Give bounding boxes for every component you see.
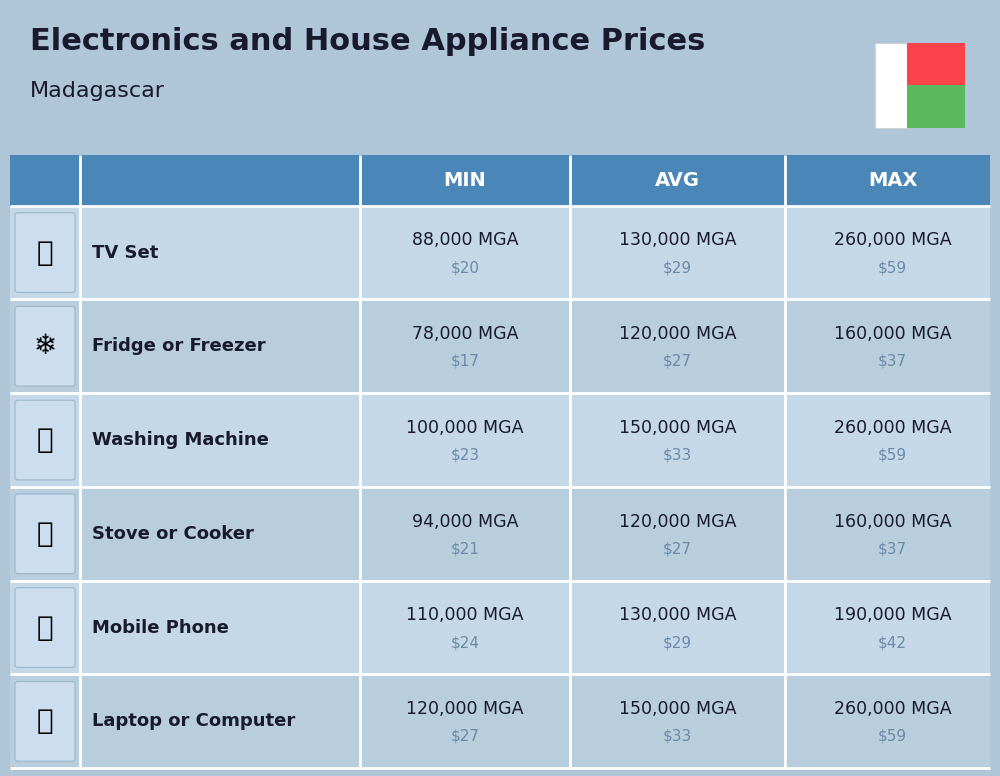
Text: 260,000 MGA: 260,000 MGA bbox=[834, 231, 951, 249]
Text: Madagascar: Madagascar bbox=[30, 81, 165, 102]
FancyBboxPatch shape bbox=[10, 206, 990, 300]
Text: $37: $37 bbox=[878, 354, 907, 369]
Text: 160,000 MGA: 160,000 MGA bbox=[834, 325, 951, 343]
Text: TV Set: TV Set bbox=[92, 244, 158, 262]
Text: $29: $29 bbox=[663, 635, 692, 650]
FancyBboxPatch shape bbox=[875, 43, 906, 128]
FancyBboxPatch shape bbox=[15, 307, 75, 386]
Text: 120,000 MGA: 120,000 MGA bbox=[619, 513, 736, 531]
Text: 🔄: 🔄 bbox=[37, 426, 53, 454]
Text: 💻: 💻 bbox=[37, 708, 53, 736]
Text: 160,000 MGA: 160,000 MGA bbox=[834, 513, 951, 531]
FancyBboxPatch shape bbox=[10, 393, 990, 487]
Text: 260,000 MGA: 260,000 MGA bbox=[834, 700, 951, 718]
Text: MIN: MIN bbox=[444, 171, 486, 190]
Text: Washing Machine: Washing Machine bbox=[92, 431, 269, 449]
Text: 🔥: 🔥 bbox=[37, 520, 53, 548]
Text: $27: $27 bbox=[663, 542, 692, 556]
Text: 78,000 MGA: 78,000 MGA bbox=[412, 325, 518, 343]
Text: Laptop or Computer: Laptop or Computer bbox=[92, 712, 295, 730]
Text: 📺: 📺 bbox=[37, 238, 53, 266]
Text: $21: $21 bbox=[450, 542, 479, 556]
Text: $17: $17 bbox=[450, 354, 479, 369]
Text: $59: $59 bbox=[878, 729, 907, 744]
Text: 88,000 MGA: 88,000 MGA bbox=[412, 231, 518, 249]
Text: Electronics and House Appliance Prices: Electronics and House Appliance Prices bbox=[30, 27, 705, 56]
Text: 260,000 MGA: 260,000 MGA bbox=[834, 419, 951, 437]
FancyBboxPatch shape bbox=[10, 300, 990, 393]
Text: $42: $42 bbox=[878, 635, 907, 650]
Text: Stove or Cooker: Stove or Cooker bbox=[92, 525, 254, 543]
Text: 130,000 MGA: 130,000 MGA bbox=[619, 606, 736, 625]
Text: 📱: 📱 bbox=[37, 614, 53, 642]
Text: 120,000 MGA: 120,000 MGA bbox=[406, 700, 524, 718]
FancyBboxPatch shape bbox=[15, 681, 75, 761]
Text: 110,000 MGA: 110,000 MGA bbox=[406, 606, 524, 625]
Text: Fridge or Freezer: Fridge or Freezer bbox=[92, 338, 266, 355]
Text: $24: $24 bbox=[450, 635, 479, 650]
FancyBboxPatch shape bbox=[15, 213, 75, 293]
Text: AVG: AVG bbox=[655, 171, 700, 190]
Text: $27: $27 bbox=[450, 729, 479, 744]
Text: $29: $29 bbox=[663, 260, 692, 275]
Text: $33: $33 bbox=[663, 448, 692, 462]
FancyBboxPatch shape bbox=[10, 580, 990, 674]
Text: 130,000 MGA: 130,000 MGA bbox=[619, 231, 736, 249]
FancyBboxPatch shape bbox=[10, 487, 990, 580]
Text: $59: $59 bbox=[878, 260, 907, 275]
Text: $59: $59 bbox=[878, 448, 907, 462]
FancyBboxPatch shape bbox=[906, 43, 965, 85]
Text: ❄: ❄ bbox=[33, 332, 57, 360]
Text: Mobile Phone: Mobile Phone bbox=[92, 618, 229, 636]
Text: 94,000 MGA: 94,000 MGA bbox=[412, 513, 518, 531]
FancyBboxPatch shape bbox=[10, 155, 990, 206]
Text: 190,000 MGA: 190,000 MGA bbox=[834, 606, 951, 625]
Text: 150,000 MGA: 150,000 MGA bbox=[619, 419, 736, 437]
FancyBboxPatch shape bbox=[15, 587, 75, 667]
Text: MAX: MAX bbox=[868, 171, 917, 190]
FancyBboxPatch shape bbox=[15, 494, 75, 573]
FancyBboxPatch shape bbox=[10, 674, 990, 768]
Text: 100,000 MGA: 100,000 MGA bbox=[406, 419, 524, 437]
Text: $23: $23 bbox=[450, 448, 480, 462]
Text: $27: $27 bbox=[663, 354, 692, 369]
Text: $20: $20 bbox=[450, 260, 479, 275]
FancyBboxPatch shape bbox=[906, 85, 965, 128]
Text: $33: $33 bbox=[663, 729, 692, 744]
Text: 120,000 MGA: 120,000 MGA bbox=[619, 325, 736, 343]
FancyBboxPatch shape bbox=[15, 400, 75, 480]
Text: 150,000 MGA: 150,000 MGA bbox=[619, 700, 736, 718]
Text: $37: $37 bbox=[878, 542, 907, 556]
